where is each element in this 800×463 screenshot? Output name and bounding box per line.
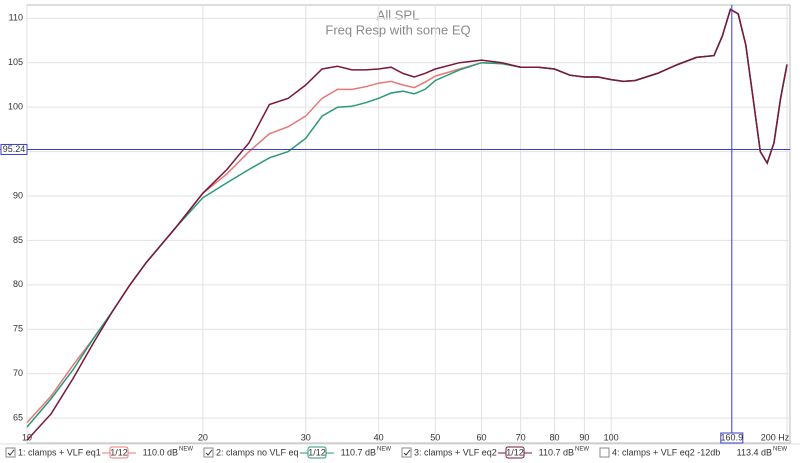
x-tick-label: 10 (22, 432, 32, 442)
x-tick-label: 200 Hz (761, 432, 790, 442)
cursor-y-box (0, 143, 28, 155)
checkmark (403, 449, 411, 456)
x-tick-label: 80 (550, 432, 560, 442)
chart-title: All SPL (377, 7, 420, 22)
y-tick-label: 105 (8, 57, 23, 67)
legend-checkbox[interactable] (203, 447, 214, 458)
legend-checkbox[interactable] (599, 447, 610, 458)
legend-level: 110.0 dB (143, 447, 178, 457)
x-tick-label: 20 (198, 432, 208, 442)
cursor-x-label: 160.9 (721, 432, 744, 442)
smoothing-label: 1/12 (506, 447, 524, 457)
chart-subtitle: Freq Resp with some EQ (325, 22, 470, 37)
x-tick-label: 40 (374, 432, 384, 442)
y-tick-label: 85 (13, 235, 23, 245)
y-tick-label: 90 (13, 190, 23, 200)
smoothing-box (505, 446, 525, 459)
x-tick-label: 90 (579, 432, 589, 442)
legend-level: 110.7 dB (341, 447, 376, 457)
legend-checkbox[interactable] (5, 447, 16, 458)
legend-label: 1: clamps + VLF eq1 (18, 447, 101, 457)
legend-level-tag: NEW (179, 447, 193, 453)
legend-level-tag: NEW (377, 447, 391, 453)
y-tick-label: 110 (9, 13, 23, 23)
legend-checkbox[interactable] (401, 447, 412, 458)
smoothing-box (307, 446, 327, 459)
legend-level-tag: NEW (575, 447, 589, 453)
x-tick-label: 60 (477, 432, 487, 442)
smoothing-label: 1/12 (110, 447, 128, 457)
x-tick-label: 50 (430, 432, 440, 442)
x-tick-label: 100 (604, 432, 619, 442)
smoothing-box (109, 446, 129, 459)
y-tick-label: 70 (13, 368, 23, 378)
y-tick-label: 100 (8, 102, 23, 112)
x-tick-label: 30 (301, 432, 311, 442)
legend-level-tag: NEW (773, 447, 787, 453)
legend-label: 4: clamps + VLF eq2 -12db (612, 447, 720, 457)
x-tick-label: 70 (516, 432, 526, 442)
cursor-x-box (720, 432, 744, 444)
y-tick-label: 65 (13, 412, 23, 422)
legend-label: 3: clamps + VLF eq2 (414, 447, 497, 457)
y-tick-label: 80 (13, 279, 23, 289)
series-line (26, 8, 788, 441)
legend-level: 110.7 dB (539, 447, 574, 457)
legend-label: 2: clamps no VLF eq (216, 447, 299, 457)
checkmark (7, 449, 15, 456)
checkmark (205, 449, 213, 456)
legend-level: 113.4 dB (737, 447, 772, 457)
y-tick-label: 75 (13, 324, 23, 334)
smoothing-label: 1/12 (308, 447, 326, 457)
cursor-y-label: 95.24 (3, 144, 26, 154)
